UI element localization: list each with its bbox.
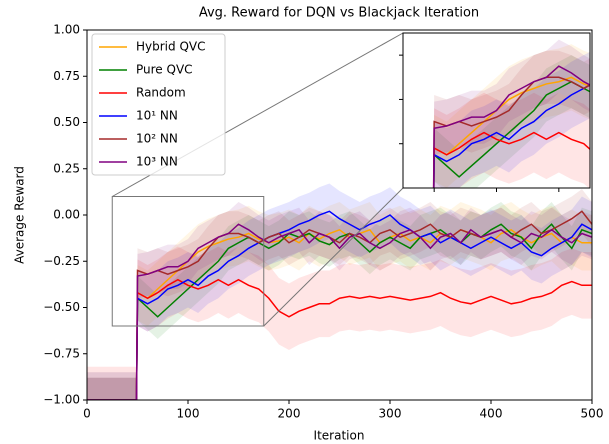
- legend-label: 10¹ NN: [136, 109, 178, 123]
- connector: [263, 187, 404, 327]
- error-band: [87, 202, 592, 400]
- y-tick-label: 0.00: [53, 208, 80, 222]
- error-band: [433, 51, 590, 188]
- x-tick-label: 500: [581, 407, 604, 421]
- line: [432, 65, 590, 188]
- error-band: [87, 202, 592, 400]
- chart-title: Avg. Reward for DQN vs Blackjack Iterati…: [199, 6, 479, 21]
- line: [433, 76, 590, 188]
- x-tick-label: 400: [480, 407, 503, 421]
- zoom-box: [111, 196, 265, 327]
- line: [87, 278, 592, 400]
- x-axis-label: Iteration: [314, 429, 365, 443]
- error-band: [433, 50, 590, 188]
- axes-frame: [86, 29, 593, 401]
- plot-area: [432, 39, 590, 188]
- y-tick-label: −0.75: [43, 346, 80, 360]
- y-tick-label: −0.50: [43, 300, 80, 314]
- legend-label: Random: [136, 86, 186, 100]
- line: [87, 223, 592, 400]
- inset-frame: [402, 32, 591, 189]
- error-band: [433, 44, 590, 188]
- legend-label: 10² NN: [136, 132, 178, 146]
- line: [87, 210, 592, 400]
- line: [433, 84, 590, 188]
- y-axis-label: Average Reward: [13, 166, 27, 264]
- line: [433, 131, 590, 188]
- legend-label: Pure QVC: [136, 63, 193, 77]
- error-band: [87, 246, 592, 400]
- legend-label: Hybrid QVC: [136, 40, 205, 54]
- y-tick-label: 0.75: [53, 69, 80, 83]
- x-tick-label: 100: [177, 407, 200, 421]
- y-tick-label: 1.00: [53, 23, 80, 37]
- line: [432, 76, 590, 188]
- error-band: [433, 55, 590, 188]
- y-tick-label: 0.25: [53, 161, 80, 175]
- x-tick-label: 300: [379, 407, 402, 421]
- y-tick-label: −0.25: [43, 254, 80, 268]
- legend-label: 10³ NN: [136, 155, 178, 169]
- plot-area: [87, 183, 592, 400]
- y-tick-label: 0.50: [53, 115, 80, 129]
- error-band: [87, 202, 592, 400]
- x-tick-label: 0: [83, 407, 91, 421]
- x-tick-label: 200: [278, 407, 301, 421]
- y-tick-label: −1.00: [43, 393, 80, 407]
- line: [433, 80, 590, 188]
